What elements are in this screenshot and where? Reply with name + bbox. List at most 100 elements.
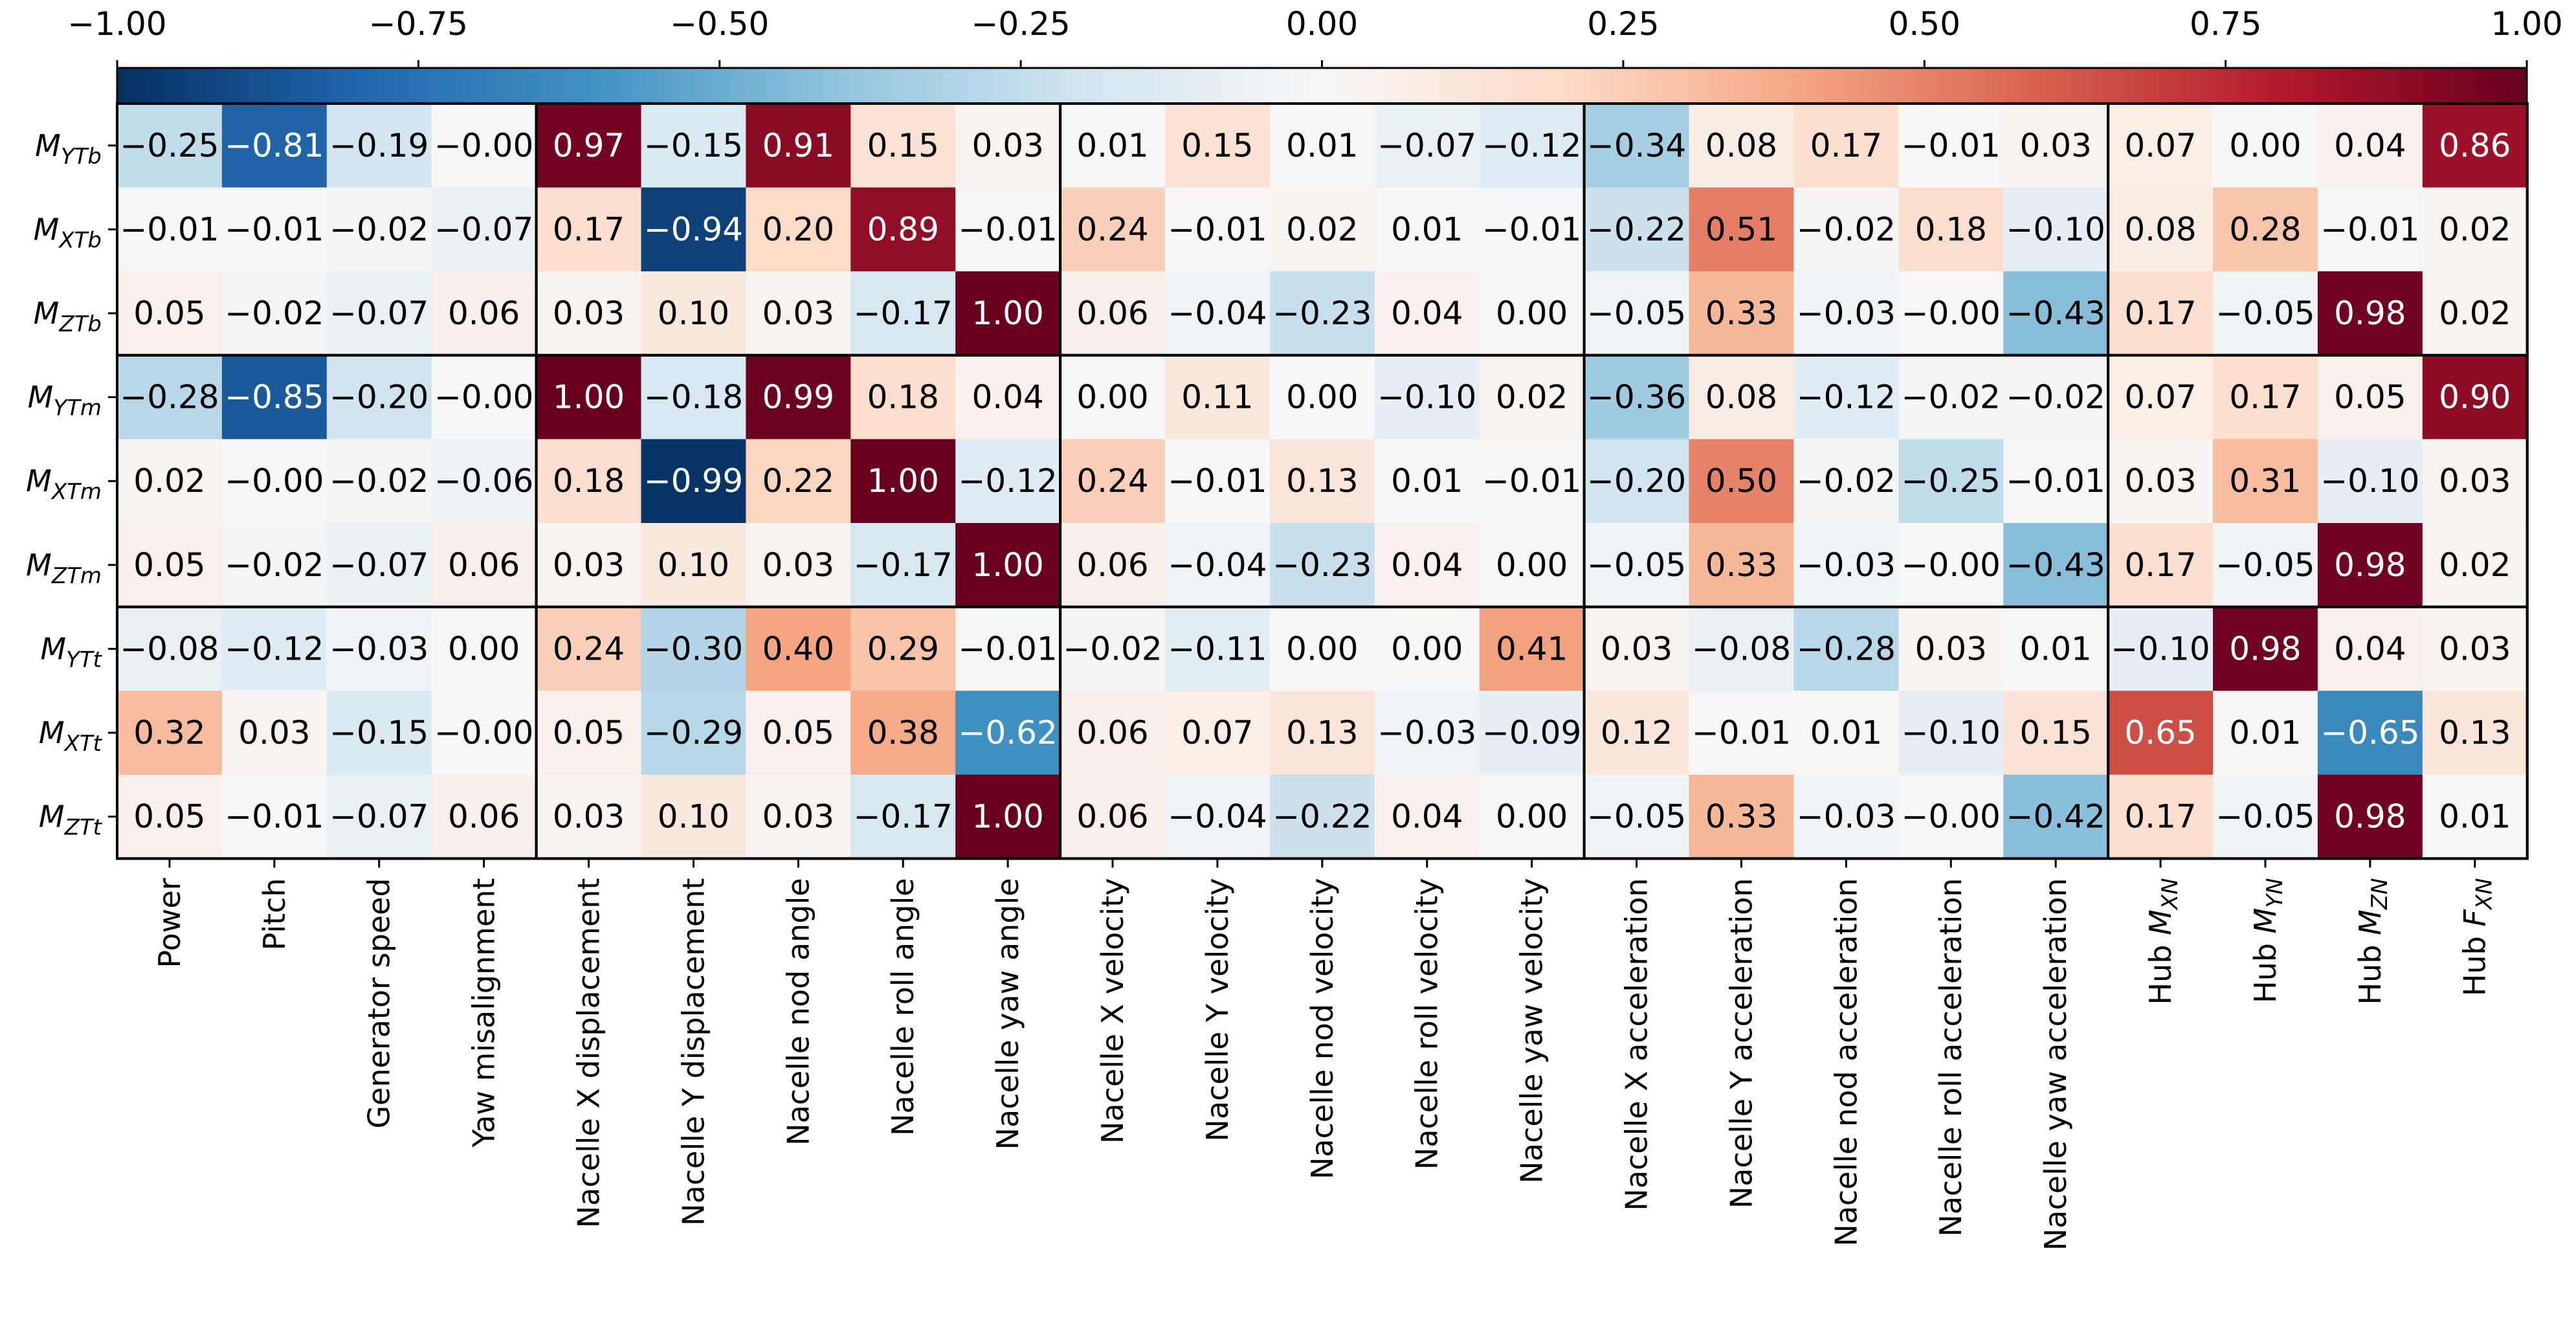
row-label: MYTm: [28, 380, 102, 421]
heatmap-cell: [746, 607, 851, 691]
heatmap-cell: [431, 523, 537, 608]
column-label: Nacelle yaw acceleration: [2038, 878, 2073, 1251]
cell-value-label: 0.89: [867, 210, 939, 248]
cell-value-label: −0.17: [854, 295, 953, 332]
cell-value-label: 0.11: [1181, 379, 1253, 416]
cell-value-label: 0.01: [1391, 210, 1463, 248]
cell-value-label: −0.23: [1272, 546, 1371, 584]
cell-value-label: −0.25: [1902, 462, 2001, 500]
heatmap-cell: [1165, 691, 1271, 775]
cell-value-label: 0.00: [1286, 379, 1358, 416]
cell-value-label: 0.17: [2229, 379, 2301, 416]
cell-value-label: 0.03: [1915, 630, 1987, 667]
heatmap-cell: [850, 439, 956, 524]
heatmap-cell: [2317, 691, 2423, 775]
column-label: Nacelle roll acceleration: [1933, 878, 1968, 1236]
cell-value-label: 0.06: [1076, 714, 1148, 752]
cell-value-label: −0.20: [1587, 462, 1686, 500]
cell-value-label: −0.36: [1587, 379, 1686, 416]
cell-value-label: 0.17: [553, 210, 625, 248]
cell-value-label: 0.02: [2439, 546, 2511, 584]
cell-value-label: −0.62: [959, 714, 1058, 752]
cell-value-label: 0.01: [1391, 462, 1463, 500]
heatmap-cell: [2108, 439, 2214, 524]
heatmap-cells: −0.25 −0.81 −0.19 −0.00 0.97 −0.15 0.91 0.15 0.0…: [117, 104, 2528, 859]
cell-value-label: 0.03: [2124, 462, 2196, 500]
heatmap-cell: [221, 355, 328, 440]
column-label: Hub MXN: [2143, 878, 2183, 1005]
heatmap-cell: [1269, 774, 1375, 859]
heatmap-cell: [1584, 271, 1690, 356]
cell-value-label: −0.00: [225, 462, 324, 500]
cell-value-label: 0.40: [762, 630, 834, 667]
cell-value-label: −0.02: [1797, 462, 1896, 500]
heatmap-cell: [1793, 774, 1899, 859]
cell-value-label: −0.17: [854, 798, 953, 836]
heatmap-cell: [431, 439, 537, 524]
heatmap-cell: [850, 607, 956, 691]
cell-value-label: 0.17: [2124, 295, 2196, 332]
cell-value-label: −0.43: [2006, 295, 2105, 332]
cell-value-label: −0.15: [644, 127, 743, 164]
cell-value-label: −0.34: [1587, 127, 1686, 164]
cell-value-label: −0.08: [120, 630, 219, 667]
heatmap-cell: [1269, 187, 1375, 272]
row-label: MZTm: [26, 548, 102, 589]
row-label: MXTm: [26, 463, 102, 505]
heatmap-cell: [641, 187, 746, 272]
heatmap-cell: [1374, 355, 1480, 440]
cell-value-label: −0.04: [1168, 798, 1267, 836]
heatmap-cell: [641, 523, 746, 608]
heatmap-cell: [1479, 607, 1585, 691]
cell-value-label: 0.13: [2439, 714, 2511, 752]
colorbar-tick-label: −1.00: [67, 5, 166, 43]
heatmap-cell: [746, 355, 851, 440]
column-label: Nacelle yaw velocity: [1515, 878, 1549, 1183]
heatmap-cell: [1060, 187, 1166, 272]
heatmap-cell: [746, 271, 851, 356]
row-label: MXTt: [39, 715, 103, 757]
heatmap-cell: [117, 774, 223, 859]
cell-value-label: 0.10: [658, 546, 729, 584]
heatmap-cell: [746, 439, 851, 524]
column-label: Nacelle Y acceleration: [1724, 878, 1759, 1208]
heatmap-cell: [1165, 355, 1271, 440]
heatmap-cell: [2108, 104, 2214, 188]
heatmap-cell: [1584, 104, 1690, 188]
cell-value-label: 0.04: [972, 379, 1043, 416]
heatmap-cell: [1689, 691, 1794, 775]
cell-value-label: −0.01: [1482, 462, 1581, 500]
heatmap-cell: [1269, 271, 1375, 356]
cell-value-label: 0.51: [1705, 210, 1777, 248]
heatmap-cell: [850, 104, 956, 188]
heatmap-cell: [955, 691, 1061, 775]
heatmap-cell: [326, 607, 432, 691]
heatmap-cell: [1165, 439, 1271, 524]
colorbar-tick-label: −0.75: [369, 5, 468, 43]
heatmap-cell: [1793, 355, 1899, 440]
cell-value-label: −0.22: [1587, 210, 1686, 248]
cell-value-label: 0.00: [448, 630, 520, 667]
heatmap-cell: [221, 187, 328, 272]
heatmap-cell: [326, 691, 432, 775]
cell-value-label: −0.00: [434, 127, 533, 164]
heatmap-cell: [326, 523, 432, 608]
heatmap-cell: [2317, 271, 2423, 356]
cell-value-label: −0.01: [1168, 462, 1267, 500]
heatmap-cell: [2213, 607, 2318, 691]
cell-value-label: 0.00: [2229, 127, 2301, 164]
heatmap-cell: [2003, 187, 2109, 272]
column-label: Nacelle X acceleration: [1619, 878, 1654, 1210]
heatmap-cell: [2108, 607, 2214, 691]
cell-value-label: −0.05: [1587, 295, 1686, 332]
column-label: Power: [152, 878, 187, 968]
heatmap-cell: [2213, 439, 2318, 524]
heatmap-cell: [2317, 104, 2423, 188]
heatmap-cell: [2003, 271, 2109, 356]
heatmap-cell: [1898, 271, 2004, 356]
cell-value-label: 0.00: [1496, 798, 1568, 836]
heatmap-cell: [2317, 355, 2423, 440]
heatmap-cell: [221, 607, 328, 691]
cell-value-label: −0.18: [644, 379, 743, 416]
cell-value-label: −0.19: [329, 127, 428, 164]
